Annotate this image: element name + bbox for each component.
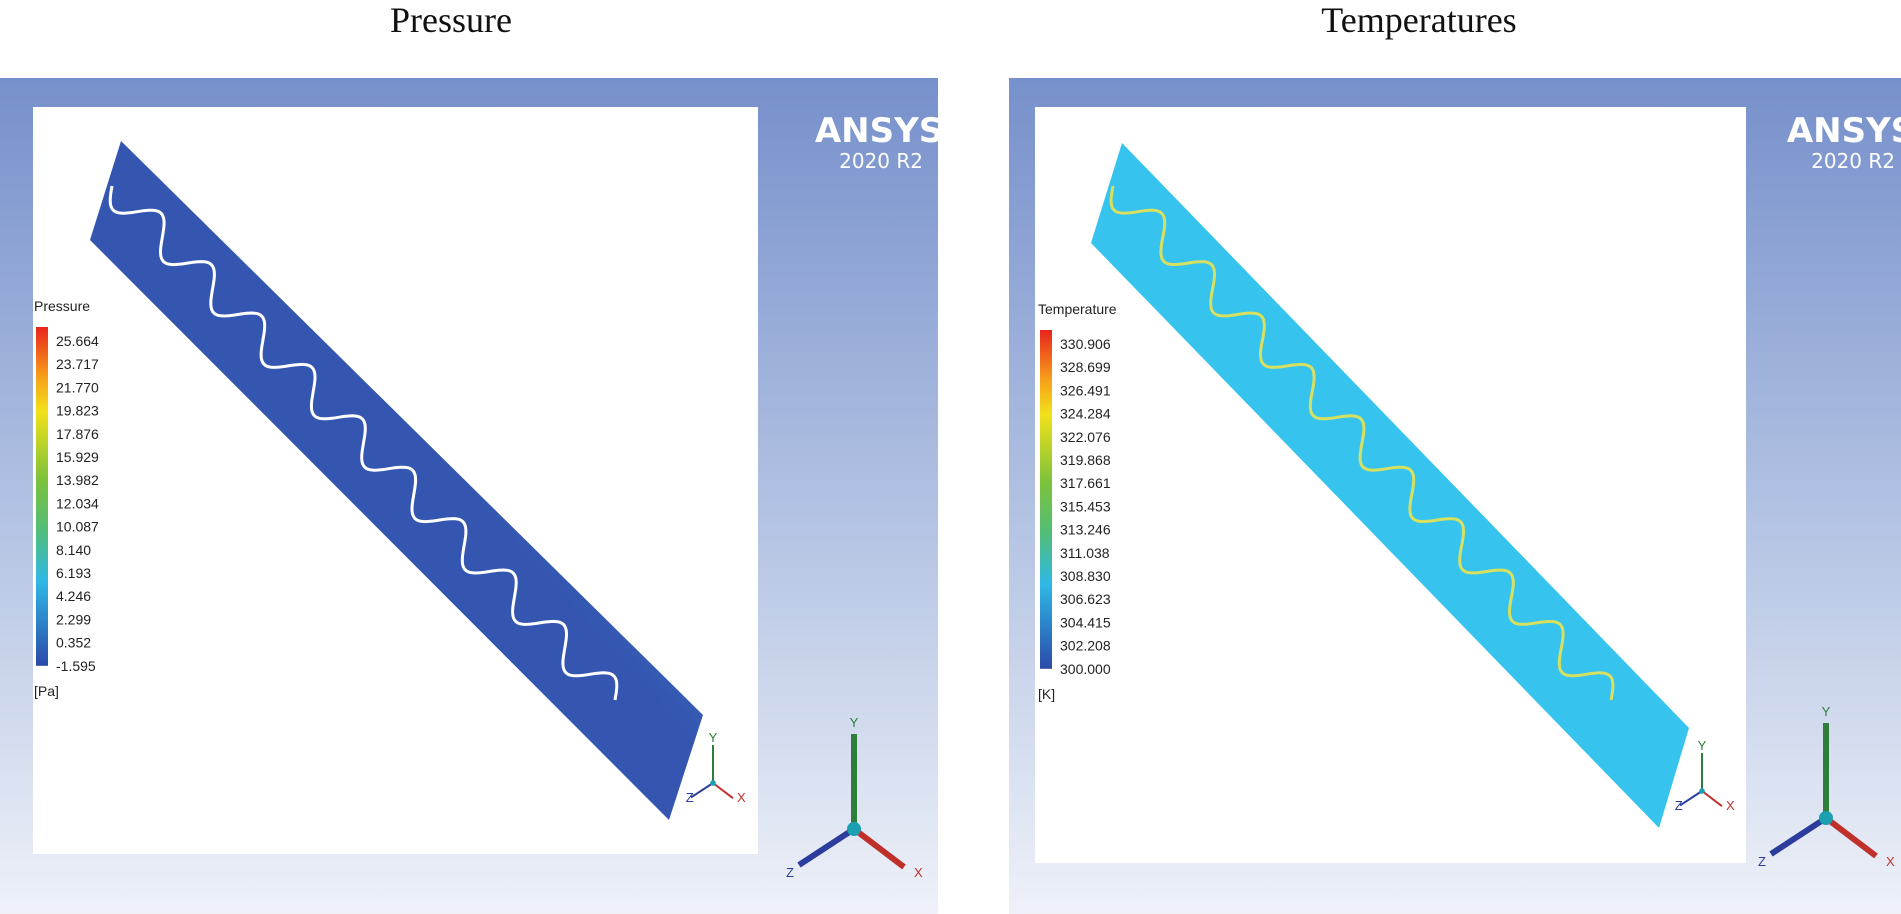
legend-label: 313.246 [1060,522,1111,538]
legend-label: 4.246 [56,588,91,604]
axis-x [1701,790,1723,807]
triad-origin [1819,811,1833,825]
axis-y-label: Y [850,715,859,730]
triad-origin [1699,788,1705,794]
legend-label: 304.415 [1060,614,1111,630]
legend-label: 308.830 [1060,568,1111,584]
legend-label: 324.284 [1060,406,1111,422]
axis-z-label: Z [686,790,694,805]
panel-title: Temperatures [1321,0,1516,40]
axis-x [852,826,906,870]
legend-label: 12.034 [56,495,99,511]
legend-label: 21.770 [56,379,99,395]
legend-label: 0.352 [56,635,91,651]
colorbar [1040,330,1052,669]
axis-z [797,826,856,868]
axis-x-label: X [737,790,746,805]
legend-label: 19.823 [56,403,99,419]
legend-label: 13.982 [56,472,99,488]
legend-label: 306.623 [1060,591,1111,607]
channel-domain [90,141,703,820]
legend-label: -1.595 [56,658,96,674]
triad-origin [710,780,716,786]
legend-label: 311.038 [1060,545,1110,561]
axis-y-label: Y [1698,738,1707,753]
legend-label: 8.140 [56,542,91,558]
axis-x [1824,815,1878,859]
legend-label: 319.868 [1060,452,1111,468]
axis-z-label: Z [1758,854,1766,869]
axis-z-label: Z [1675,798,1683,813]
fin-wall [108,185,619,701]
legend-unit: [K] [1038,686,1055,702]
panel-title: Pressure [390,0,512,40]
legend-label: 317.661 [1060,475,1111,491]
logo-version: 2020 R2 [839,149,923,173]
legend-label: 330.906 [1060,336,1111,352]
logo-version: 2020 R2 [1811,149,1895,173]
axis-z [690,782,714,799]
legend-label: 25.664 [56,333,99,349]
legend-label: 15.929 [56,449,99,465]
axis-z-label: Z [786,865,794,880]
legend-label: 6.193 [56,565,91,581]
legend-label: 328.699 [1060,359,1111,375]
legend-label: 17.876 [56,426,99,442]
axis-x-label: X [1886,854,1895,869]
axis-x [712,782,734,799]
fin-wall [1109,185,1615,701]
axis-y-label: Y [709,730,718,745]
colorbar [36,327,48,666]
legend-title: Pressure [34,298,90,314]
logo-brand: ANSYS [1787,111,1901,151]
legend-label: 23.717 [56,356,99,372]
legend-label: 302.208 [1060,638,1111,654]
legend-unit: [Pa] [34,683,59,699]
legend-label: 322.076 [1060,429,1111,445]
axis-z [1769,815,1828,857]
axis-x-label: X [914,865,923,880]
axis-x-label: X [1726,798,1735,813]
axis-y-label: Y [1822,704,1831,719]
legend-label: 300.000 [1060,661,1111,677]
legend-label: 10.087 [56,519,99,535]
legend-label: 315.453 [1060,498,1111,514]
triad-origin [847,822,861,836]
logo-brand: ANSYS [815,111,943,151]
legend-label: 2.299 [56,611,91,627]
legend-title: Temperature [1038,301,1117,317]
legend-label: 326.491 [1060,382,1111,398]
axis-z [1679,790,1703,807]
